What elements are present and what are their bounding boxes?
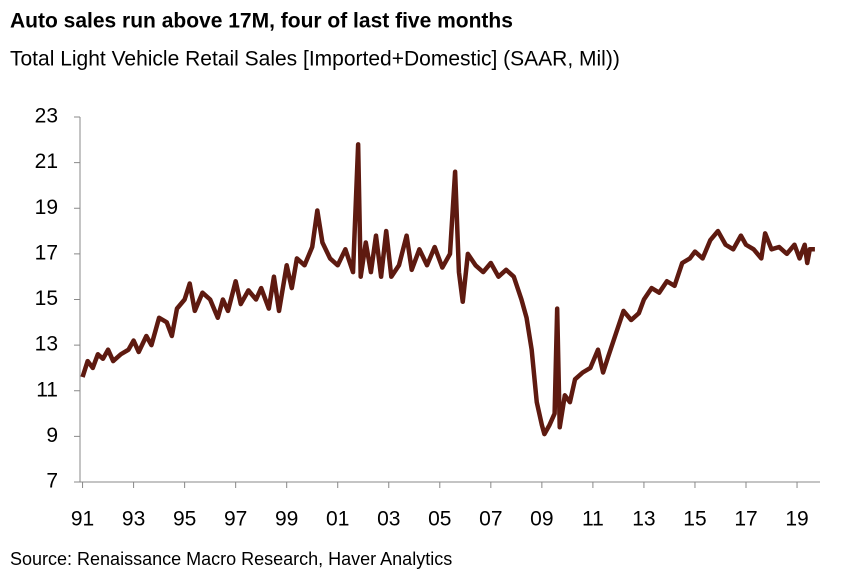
x-tick-label: 07 (479, 508, 502, 531)
x-tick-label: 05 (428, 508, 451, 531)
y-tick-label: 23 (35, 105, 58, 128)
y-tick-label: 15 (35, 287, 58, 310)
y-tick-label: 17 (35, 241, 58, 264)
x-tick-label: 93 (122, 508, 145, 531)
x-tick-label: 19 (785, 508, 808, 531)
y-tick-label: 21 (35, 150, 58, 173)
y-tick-label: 7 (46, 470, 58, 493)
x-tick-label: 95 (173, 508, 196, 531)
source-note: Source: Renaissance Macro Research, Have… (10, 549, 452, 569)
x-tick-label: 15 (683, 508, 706, 531)
chart-title: Auto sales run above 17M, four of last f… (10, 10, 513, 33)
x-tick-label: 17 (734, 508, 757, 531)
x-tick-label: 91 (71, 508, 94, 531)
x-tick-label: 13 (632, 508, 655, 531)
x-tick-label: 99 (275, 508, 298, 531)
x-tick-label: 01 (326, 508, 349, 531)
data-line (80, 142, 815, 437)
x-tick-label: 97 (224, 508, 247, 531)
y-tick-label: 13 (35, 333, 58, 356)
x-tick-label: 11 (582, 508, 604, 531)
y-tick-label: 19 (35, 196, 58, 219)
chart-subtitle: Total Light Vehicle Retail Sales [Import… (10, 48, 620, 71)
y-tick-label: 11 (36, 378, 58, 401)
x-tick-label: 09 (530, 508, 553, 531)
y-tick-label: 9 (46, 424, 58, 447)
x-tick-label: 03 (377, 508, 400, 531)
